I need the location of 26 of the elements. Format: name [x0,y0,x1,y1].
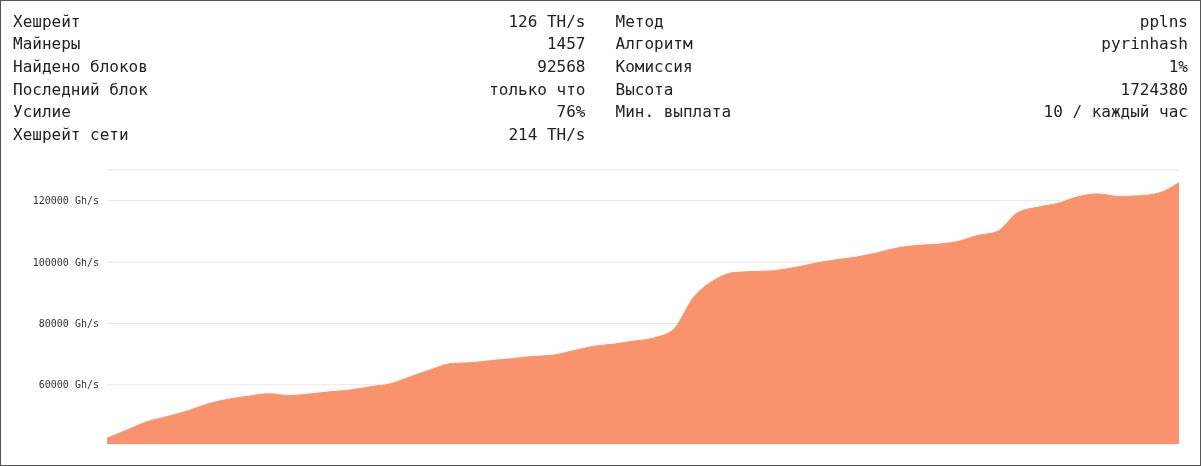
text: 126 TH/s [508,11,586,31]
text: 1% [1168,56,1188,76]
text: Хешрейт сети [13,124,129,144]
text: pyrinhash [1101,34,1188,54]
text: 1457 [546,34,586,54]
text: Усилие [13,102,71,122]
text: Мин. выплата [615,102,732,122]
y-tick-label: 100000 Gh/s [32,256,99,268]
text: 214 TH/s [508,124,586,144]
text: 1724380 [1120,79,1188,99]
y-tick-label: 120000 Gh/s [32,195,99,207]
text: Алгоритм [615,34,693,54]
text: 92568 [537,56,586,76]
text: Высота [615,79,674,99]
text: 10 / каждый час [1043,102,1188,122]
text: Комиссия [615,56,693,76]
y-tick-label: 60000 Gh/s [38,379,99,391]
text: Найдено блоков [13,56,148,76]
text: Метод [615,11,664,31]
text: Хешрейт [13,11,81,31]
text: 76% [556,102,586,122]
y-tick-label: 80000 Gh/s [38,317,99,329]
text: Последний блок [13,79,148,99]
text: pplns [1139,11,1188,31]
text: только что [489,79,586,99]
text: Майнеры [13,34,81,54]
